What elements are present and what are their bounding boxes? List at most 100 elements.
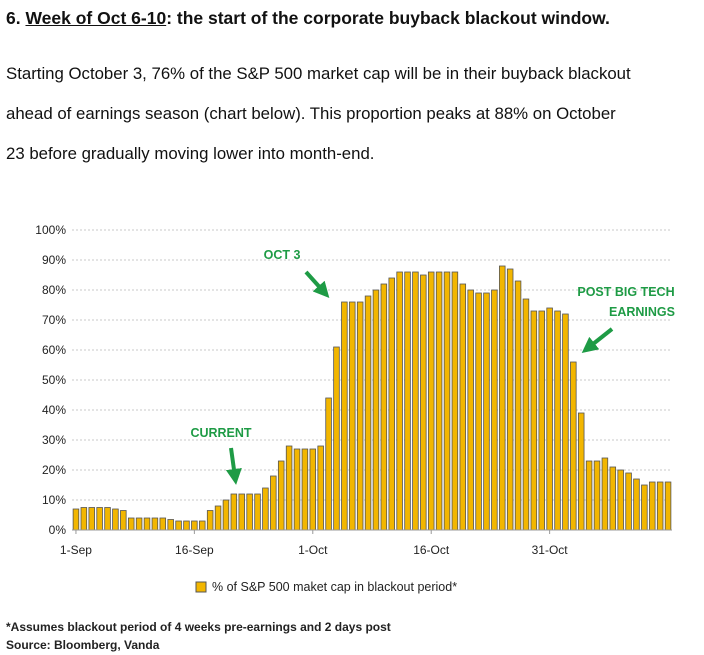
blackout-bar-chart: 0% 10% 20% 30% 40% 50% 60% 70% 80% 90% 100% 1-Sep 16… (35, 223, 675, 594)
bar (183, 520, 190, 531)
y-tick-label: 80% (42, 283, 66, 297)
annotation-earnings: EARNINGS (609, 305, 675, 319)
bar (309, 448, 317, 531)
bar (435, 271, 443, 531)
y-tick-label: 20% (42, 463, 66, 477)
bar (546, 307, 553, 531)
bar (88, 507, 95, 531)
x-tick-label: 1-Oct (298, 543, 328, 557)
paragraph-line: Starting October 3, 76% of the S&P 500 m… (6, 64, 631, 83)
bar (538, 310, 545, 531)
bar (191, 520, 198, 531)
bar (625, 472, 632, 531)
paragraph-line: ahead of earnings season (chart below). … (6, 104, 616, 123)
bar (633, 478, 640, 531)
bar (206, 510, 214, 531)
bar (199, 520, 206, 531)
y-tick-label: 0% (49, 523, 67, 537)
bar (396, 271, 403, 531)
x-tick-label: 16-Oct (413, 543, 450, 557)
bar (254, 493, 261, 531)
chart-gridlines (72, 229, 672, 501)
bar (238, 493, 245, 531)
bar (285, 445, 293, 531)
x-tick-label: 31-Oct (532, 543, 569, 557)
bar (593, 460, 601, 531)
legend-swatch (195, 581, 207, 593)
bar (349, 301, 356, 531)
bar (135, 517, 143, 531)
bar (451, 271, 459, 531)
bar (427, 271, 435, 531)
chart-axes: 0% 10% 20% 30% 40% 50% 60% 70% 80% 90% 100% 1-Sep 16… (35, 223, 672, 557)
arrow-post-big-tech (581, 327, 614, 353)
bar (641, 484, 648, 531)
bar (112, 508, 119, 531)
y-tick-label: 40% (42, 403, 66, 417)
bar (577, 412, 585, 531)
y-tick-label: 60% (42, 343, 66, 357)
bar (80, 507, 88, 531)
chart-legend: % of S&P 500 maket cap in blackout perio… (195, 580, 457, 594)
bar (325, 397, 332, 531)
bar (649, 481, 656, 531)
legend-label: % of S&P 500 maket cap in blackout perio… (212, 580, 457, 594)
chart-annotations: OCT 3 CURRENT POST BIG TECH EARNINGS (190, 248, 675, 485)
bar (506, 268, 514, 531)
bar (341, 301, 348, 531)
y-tick-label: 10% (42, 493, 66, 507)
bar (270, 475, 277, 531)
bar (143, 517, 151, 531)
bar (388, 277, 395, 531)
bar (530, 310, 538, 531)
bar (317, 445, 324, 531)
bar (364, 295, 372, 531)
bar (656, 481, 664, 531)
y-tick-label: 100% (35, 223, 66, 237)
bar (120, 510, 127, 531)
bar (333, 346, 340, 531)
bar (104, 507, 111, 531)
bar (175, 520, 182, 531)
arrow-oct3 (304, 270, 330, 298)
bar (222, 499, 230, 531)
bar (301, 448, 309, 531)
bar (420, 274, 427, 531)
bar (570, 361, 577, 531)
bar (127, 517, 135, 531)
bar (167, 519, 174, 531)
bar (664, 481, 672, 531)
bar (380, 283, 388, 531)
paragraph-line: 23 before gradually moving lower into mo… (6, 144, 375, 163)
bar (617, 469, 624, 531)
annotation-post-big-tech: POST BIG TECH (577, 285, 674, 299)
bar (277, 460, 285, 531)
bar (601, 457, 609, 531)
bar (230, 493, 238, 531)
y-tick-label: 90% (42, 253, 66, 267)
bar (151, 517, 159, 531)
bar (412, 271, 419, 531)
bar (96, 507, 103, 531)
x-tick-label: 16-Sep (175, 543, 214, 557)
annotation-oct3: OCT 3 (264, 248, 301, 262)
body-paragraph: Starting October 3, 76% of the S&P 500 m… (6, 54, 698, 174)
bar (585, 460, 593, 531)
bar (159, 517, 167, 531)
heading-week: Week of Oct 6-10 (25, 8, 167, 28)
y-tick-label: 70% (42, 313, 66, 327)
bar (443, 271, 451, 531)
annotation-current: CURRENT (190, 426, 251, 440)
bar (459, 283, 467, 531)
bar (491, 289, 498, 531)
section-heading: 6. Week of Oct 6-10: the start of the co… (6, 6, 698, 30)
bar (262, 487, 269, 531)
bar (522, 298, 530, 531)
bar (372, 289, 380, 531)
chart-bars (72, 265, 672, 531)
bar (499, 265, 506, 531)
arrow-current (225, 447, 242, 485)
bar (404, 271, 411, 531)
y-tick-label: 30% (42, 433, 66, 447)
bar (609, 466, 617, 531)
